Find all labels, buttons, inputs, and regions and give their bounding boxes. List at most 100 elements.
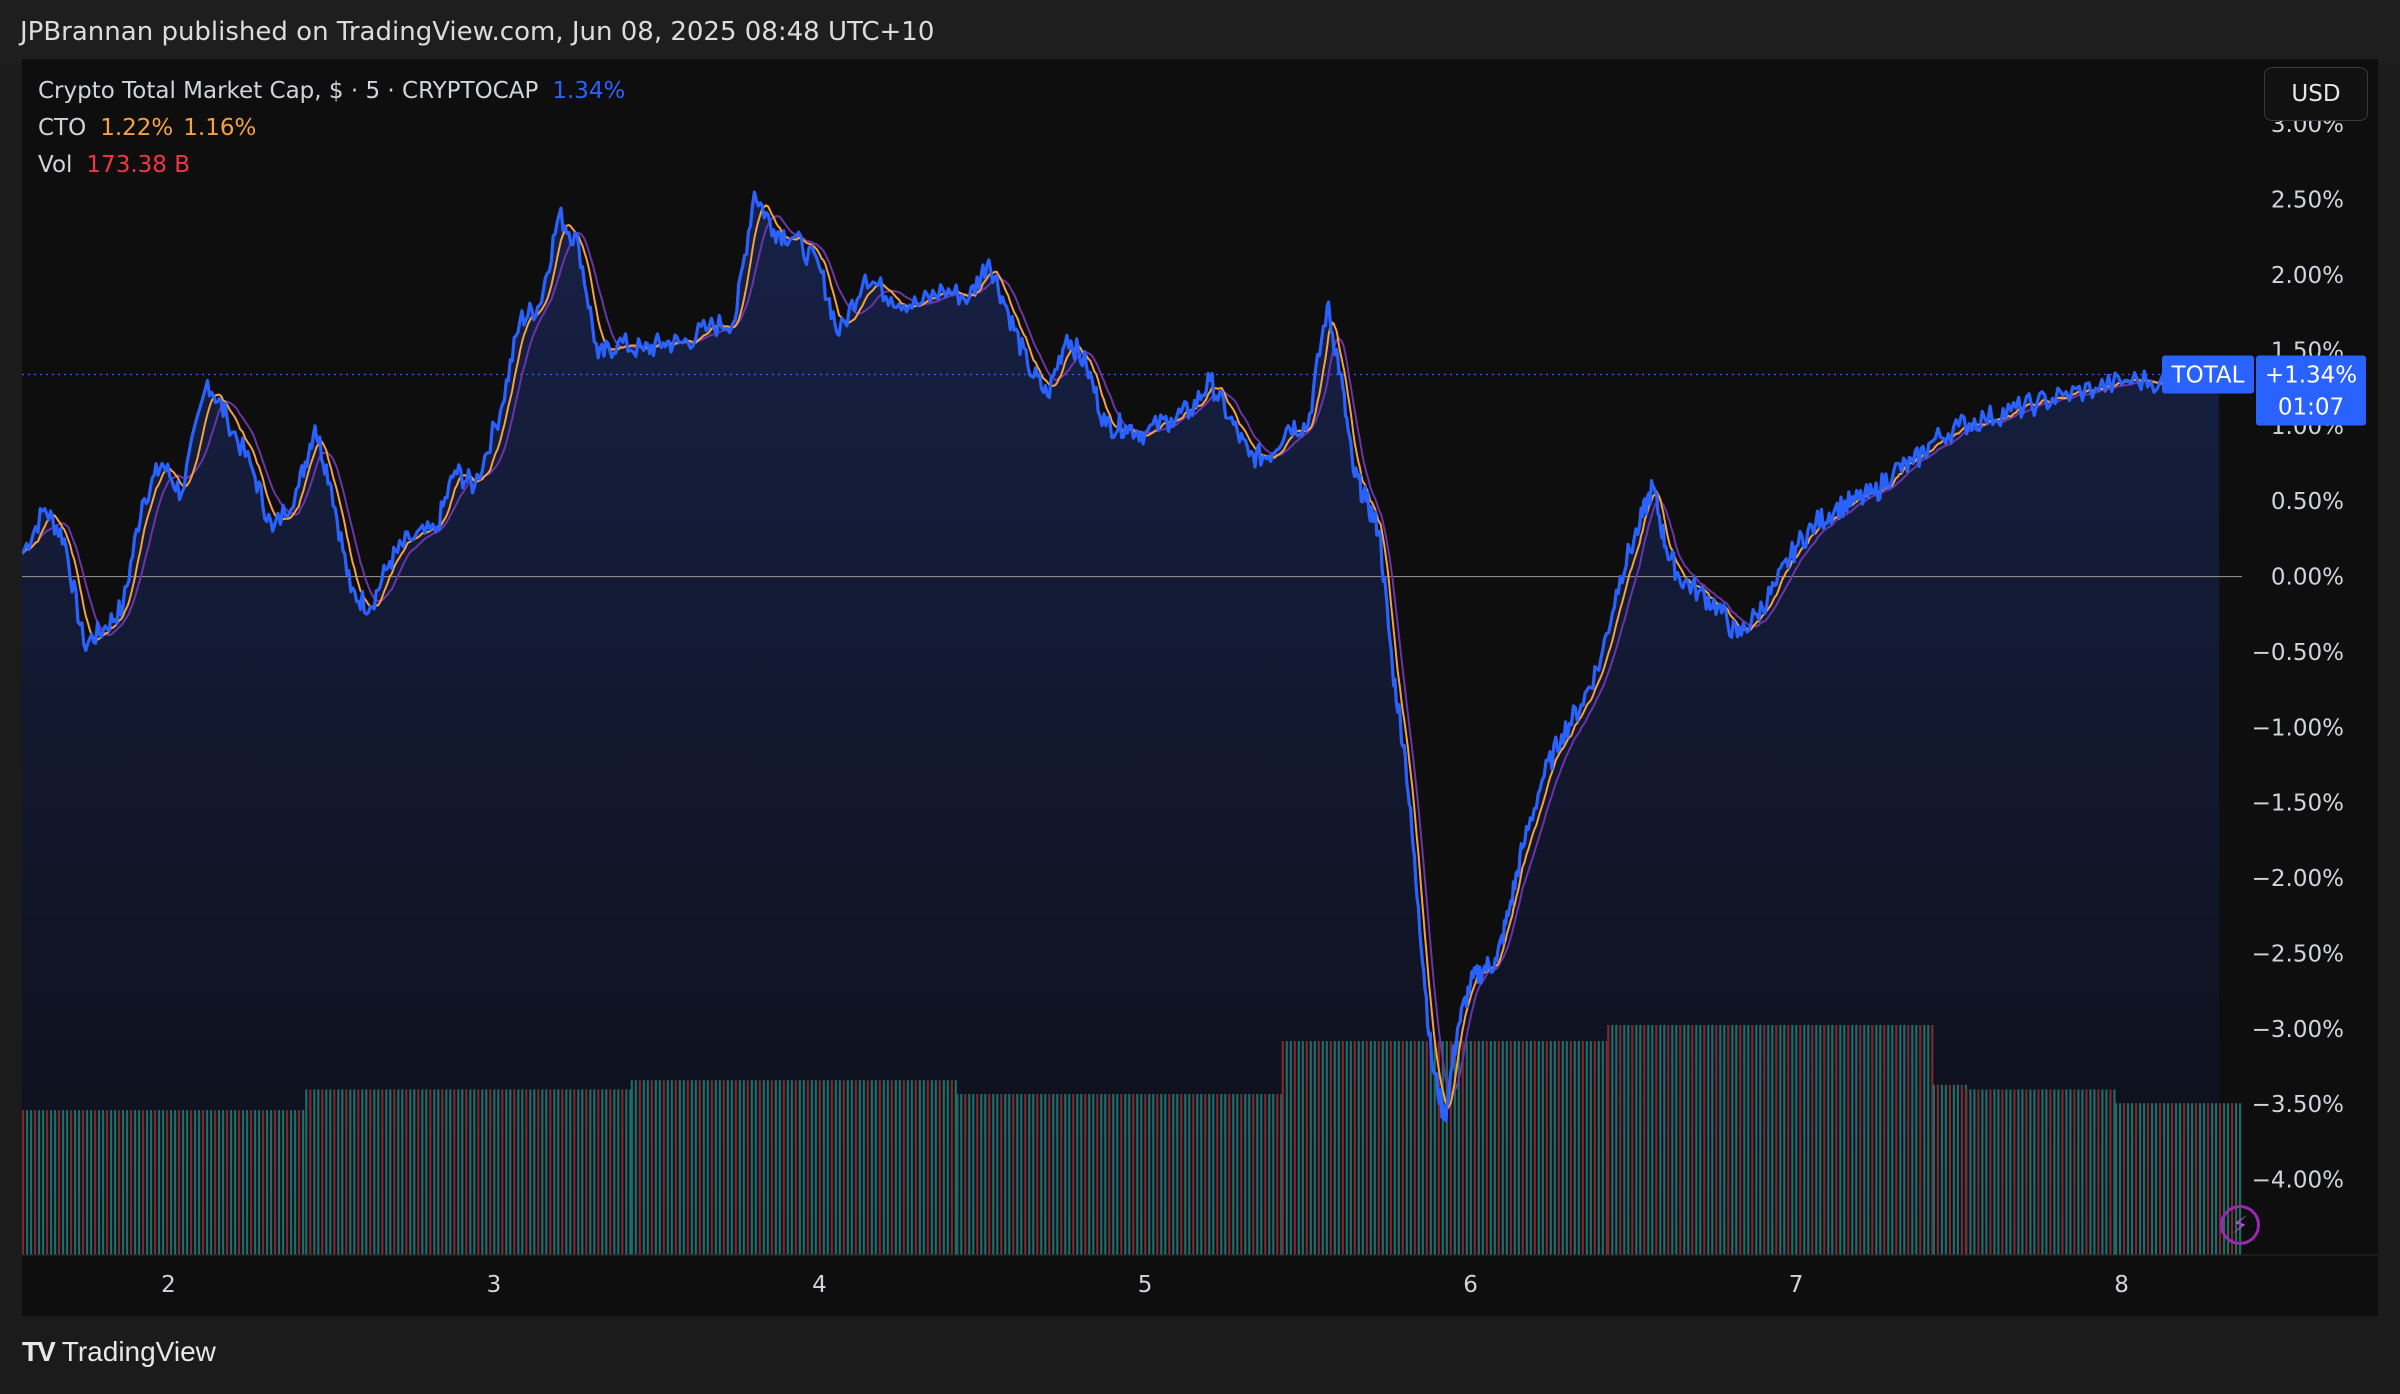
currency-button[interactable]: USD bbox=[2264, 67, 2368, 121]
volume-bar bbox=[1080, 1094, 1083, 1255]
volume-bar bbox=[1771, 1025, 1774, 1255]
volume-bar bbox=[814, 1080, 817, 1255]
footer-brand[interactable]: TV TradingView bbox=[22, 1336, 216, 1368]
volume-bar bbox=[1216, 1094, 1219, 1255]
volume-bar bbox=[778, 1080, 781, 1255]
volume-bar bbox=[726, 1080, 729, 1255]
legend-vol-row[interactable]: Vol 173.38 B bbox=[38, 147, 625, 184]
volume-bar bbox=[666, 1080, 669, 1255]
volume-bar bbox=[1823, 1025, 1826, 1255]
volume-bar bbox=[1779, 1025, 1782, 1255]
volume-bar bbox=[1879, 1025, 1882, 1255]
price-chart[interactable]: 3.00%2.50%2.00%1.50%1.00%0.50%0.00%−0.50… bbox=[22, 59, 2378, 1316]
volume-bar bbox=[984, 1094, 987, 1255]
volume-bar bbox=[62, 1110, 65, 1255]
volume-bar bbox=[638, 1080, 641, 1255]
volume-bar bbox=[1132, 1094, 1135, 1255]
volume-bar bbox=[266, 1110, 269, 1255]
volume-bar bbox=[906, 1080, 909, 1255]
volume-bar bbox=[822, 1080, 825, 1255]
volume-bar bbox=[234, 1110, 237, 1255]
volume-bar bbox=[1413, 1041, 1416, 1255]
y-tick-label: −1.50% bbox=[2252, 791, 2344, 817]
volume-bar bbox=[642, 1080, 645, 1255]
volume-bar bbox=[2131, 1103, 2134, 1255]
legend-cto-value-1: 1.22% bbox=[100, 115, 174, 141]
volume-bar bbox=[810, 1080, 813, 1255]
volume-bar bbox=[686, 1080, 689, 1255]
volume-bar bbox=[1325, 1041, 1328, 1255]
volume-bar bbox=[90, 1110, 93, 1255]
volume-bar bbox=[734, 1080, 737, 1255]
volume-bar bbox=[1124, 1094, 1127, 1255]
volume-bar bbox=[1289, 1041, 1292, 1255]
volume-bar bbox=[1993, 1089, 1996, 1255]
volume-bar bbox=[1168, 1094, 1171, 1255]
volume-bar bbox=[964, 1094, 967, 1255]
volume-bar bbox=[1068, 1094, 1071, 1255]
volume-bar bbox=[206, 1110, 209, 1255]
volume-bar bbox=[2227, 1103, 2230, 1255]
y-tick-label: −3.00% bbox=[2252, 1017, 2344, 1043]
volume-bar bbox=[469, 1089, 472, 1255]
x-tick-label: 7 bbox=[1789, 1272, 1804, 1298]
volume-bar bbox=[992, 1094, 995, 1255]
volume-bar bbox=[2101, 1089, 2104, 1255]
volume-bar bbox=[497, 1089, 500, 1255]
legend-cto-row[interactable]: CTO 1.22% 1.16% bbox=[38, 110, 625, 147]
volume-bar bbox=[1449, 1041, 1452, 1255]
volume-bar bbox=[1260, 1094, 1263, 1255]
volume-bar bbox=[1236, 1094, 1239, 1255]
volume-bar bbox=[866, 1080, 869, 1255]
volume-bar bbox=[818, 1080, 821, 1255]
volume-bar bbox=[1863, 1025, 1866, 1255]
volume-bar bbox=[996, 1094, 999, 1255]
volume-bar bbox=[1859, 1025, 1862, 1255]
volume-bar bbox=[682, 1080, 685, 1255]
volume-bar bbox=[862, 1080, 865, 1255]
volume-bar bbox=[302, 1110, 305, 1255]
volume-bar bbox=[1611, 1025, 1614, 1255]
volume-bar bbox=[577, 1089, 580, 1255]
volume-bar bbox=[2119, 1103, 2122, 1255]
lightning-icon[interactable]: ⚡ bbox=[2220, 1205, 2260, 1245]
volume-bar bbox=[1004, 1094, 1007, 1255]
volume-bar bbox=[357, 1089, 360, 1255]
cto-slow-line bbox=[22, 215, 2220, 1095]
volume-bar bbox=[1799, 1025, 1802, 1255]
volume-bar bbox=[1092, 1094, 1095, 1255]
volume-bar bbox=[754, 1080, 757, 1255]
volume-bar bbox=[2219, 1103, 2222, 1255]
volume-bar bbox=[305, 1089, 308, 1255]
volume-bar bbox=[182, 1110, 185, 1255]
legend-title-row[interactable]: Crypto Total Market Cap, $ · 5 · CRYPTOC… bbox=[38, 73, 625, 110]
volume-bar bbox=[2203, 1103, 2206, 1255]
volume-bar bbox=[1256, 1094, 1259, 1255]
volume-bar bbox=[365, 1089, 368, 1255]
volume-bar bbox=[146, 1110, 149, 1255]
volume-bar bbox=[565, 1089, 568, 1255]
volume-bar bbox=[557, 1089, 560, 1255]
volume-bar bbox=[1409, 1041, 1412, 1255]
volume-bar bbox=[437, 1089, 440, 1255]
volume-bar bbox=[585, 1089, 588, 1255]
volume-bar bbox=[1493, 1041, 1496, 1255]
chart-panel[interactable]: 3.00% 2.50% 2.00% 1.50% 1.00% 0.50% 0.00% −0.50… bbox=[22, 59, 2378, 1316]
volume-bar bbox=[972, 1094, 975, 1255]
volume-bar bbox=[94, 1110, 97, 1255]
volume-bar bbox=[1020, 1094, 1023, 1255]
volume-bar bbox=[1028, 1094, 1031, 1255]
volume-bar bbox=[774, 1080, 777, 1255]
volume-bar bbox=[2105, 1089, 2108, 1255]
volume-bar bbox=[954, 1080, 957, 1255]
volume-bar bbox=[2097, 1089, 2100, 1255]
volume-bar bbox=[794, 1080, 797, 1255]
volume-bar bbox=[1545, 1041, 1548, 1255]
volume-bar bbox=[2235, 1103, 2238, 1255]
volume-bar bbox=[1108, 1094, 1111, 1255]
volume-bar bbox=[1453, 1041, 1456, 1255]
volume-bar bbox=[130, 1110, 133, 1255]
volume-bar bbox=[1952, 1084, 1955, 1255]
volume-bar bbox=[1643, 1025, 1646, 1255]
volume-bar bbox=[198, 1110, 201, 1255]
